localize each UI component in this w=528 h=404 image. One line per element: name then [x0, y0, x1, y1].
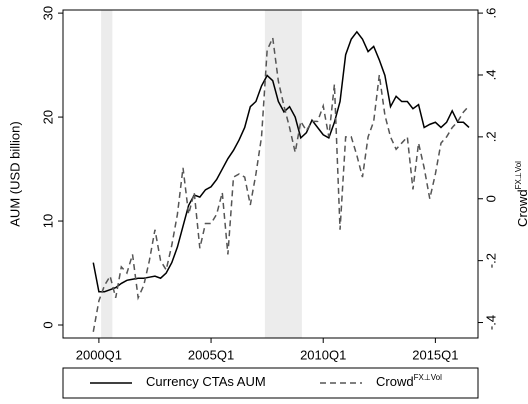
x-tick-label: 2010Q1 [300, 347, 346, 362]
y2-tick-label: -.4 [483, 315, 498, 330]
shaded-period [264, 10, 302, 338]
x-tick-label: 2005Q1 [188, 347, 234, 362]
y-tick-label: 0 [40, 321, 55, 328]
y2-tick-label: .6 [483, 8, 498, 19]
y2-tick-label: 0 [483, 195, 498, 202]
y-tick-label: 30 [40, 6, 55, 20]
y2-axis-title: CrowdFX⊥Vol [514, 161, 528, 227]
legend-label-sup: FX⊥Vol [414, 373, 443, 382]
y2-axis-title-sup: FX⊥Vol [514, 161, 523, 190]
y-axis-title: AUM (USD billion) [7, 121, 22, 226]
legend-label: Currency CTAs AUM [146, 374, 266, 389]
y2-tick-label: .4 [483, 70, 498, 81]
series-line [92, 30, 470, 293]
y-tick-label: 20 [40, 110, 55, 124]
y2-axis-title-main: Crowd [515, 189, 528, 227]
legend-box [62, 367, 479, 399]
y-tick-label: 10 [40, 214, 55, 228]
x-tick-label: 2000Q1 [76, 347, 122, 362]
x-tick-label: 2015Q1 [412, 347, 458, 362]
legend-label: CrowdFX⊥Vol [376, 373, 442, 389]
plot-frame [62, 9, 479, 339]
y2-tick-label: -.2 [483, 253, 498, 268]
legend-label-main: Currency CTAs AUM [146, 374, 266, 389]
shaded-period [101, 10, 113, 338]
legend-label-main: Crowd [376, 374, 414, 389]
y2-tick-label: .2 [483, 131, 498, 142]
